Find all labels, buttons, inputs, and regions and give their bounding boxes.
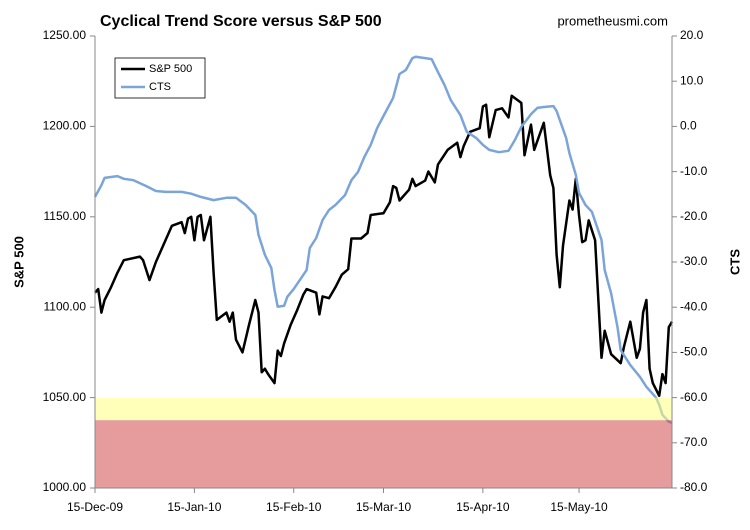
legend-box	[114, 57, 206, 99]
y-tick-label: 1150.00	[44, 209, 87, 223]
y2-tick-label: -20.0	[680, 209, 708, 223]
band	[95, 420, 672, 488]
x-tick-label: 15-Apr-10	[456, 500, 510, 514]
y-tick-label: 1200.00	[43, 119, 87, 133]
y2-tick-label: -10.0	[680, 164, 708, 178]
y2-tick-label: -30.0	[680, 254, 708, 268]
legend-label: CTS	[149, 81, 171, 93]
x-tick-label: 15-Jan-10	[167, 500, 221, 514]
x-tick-label: 15-Mar-10	[356, 500, 412, 514]
y2-tick-label: -60.0	[680, 390, 708, 404]
y-tick-label: 1250.00	[43, 28, 87, 42]
y2-tick-label: -80.0	[680, 480, 708, 494]
y2-tick-label: 10.0	[680, 73, 704, 87]
y2-tick-label: 0.0	[680, 119, 697, 133]
x-tick-label: 15-May-10	[550, 500, 608, 514]
y-tick-label: 1100.00	[44, 299, 87, 313]
y2-axis-label: CTS	[727, 249, 742, 275]
y2-tick-label: -40.0	[680, 299, 708, 313]
y-axis-label: S&P 500	[11, 236, 26, 288]
y-tick-label: 1050.00	[43, 390, 87, 404]
series-line	[94, 94, 674, 398]
series-line	[93, 55, 673, 425]
y2-tick-label: -50.0	[680, 345, 708, 359]
band	[95, 397, 672, 421]
legend-label: S&P 500	[149, 63, 192, 75]
x-tick-label: 15-Dec-09	[67, 500, 123, 514]
y-tick-label: 1000.00	[43, 480, 87, 494]
x-tick-label: 15-Feb-10	[266, 500, 322, 514]
chart-title: Cyclical Trend Score versus S&P 500	[100, 13, 382, 30]
source: prometheusmi.com	[557, 13, 668, 28]
y2-tick-label: -70.0	[680, 435, 708, 449]
y2-tick-label: 20.0	[680, 28, 704, 42]
